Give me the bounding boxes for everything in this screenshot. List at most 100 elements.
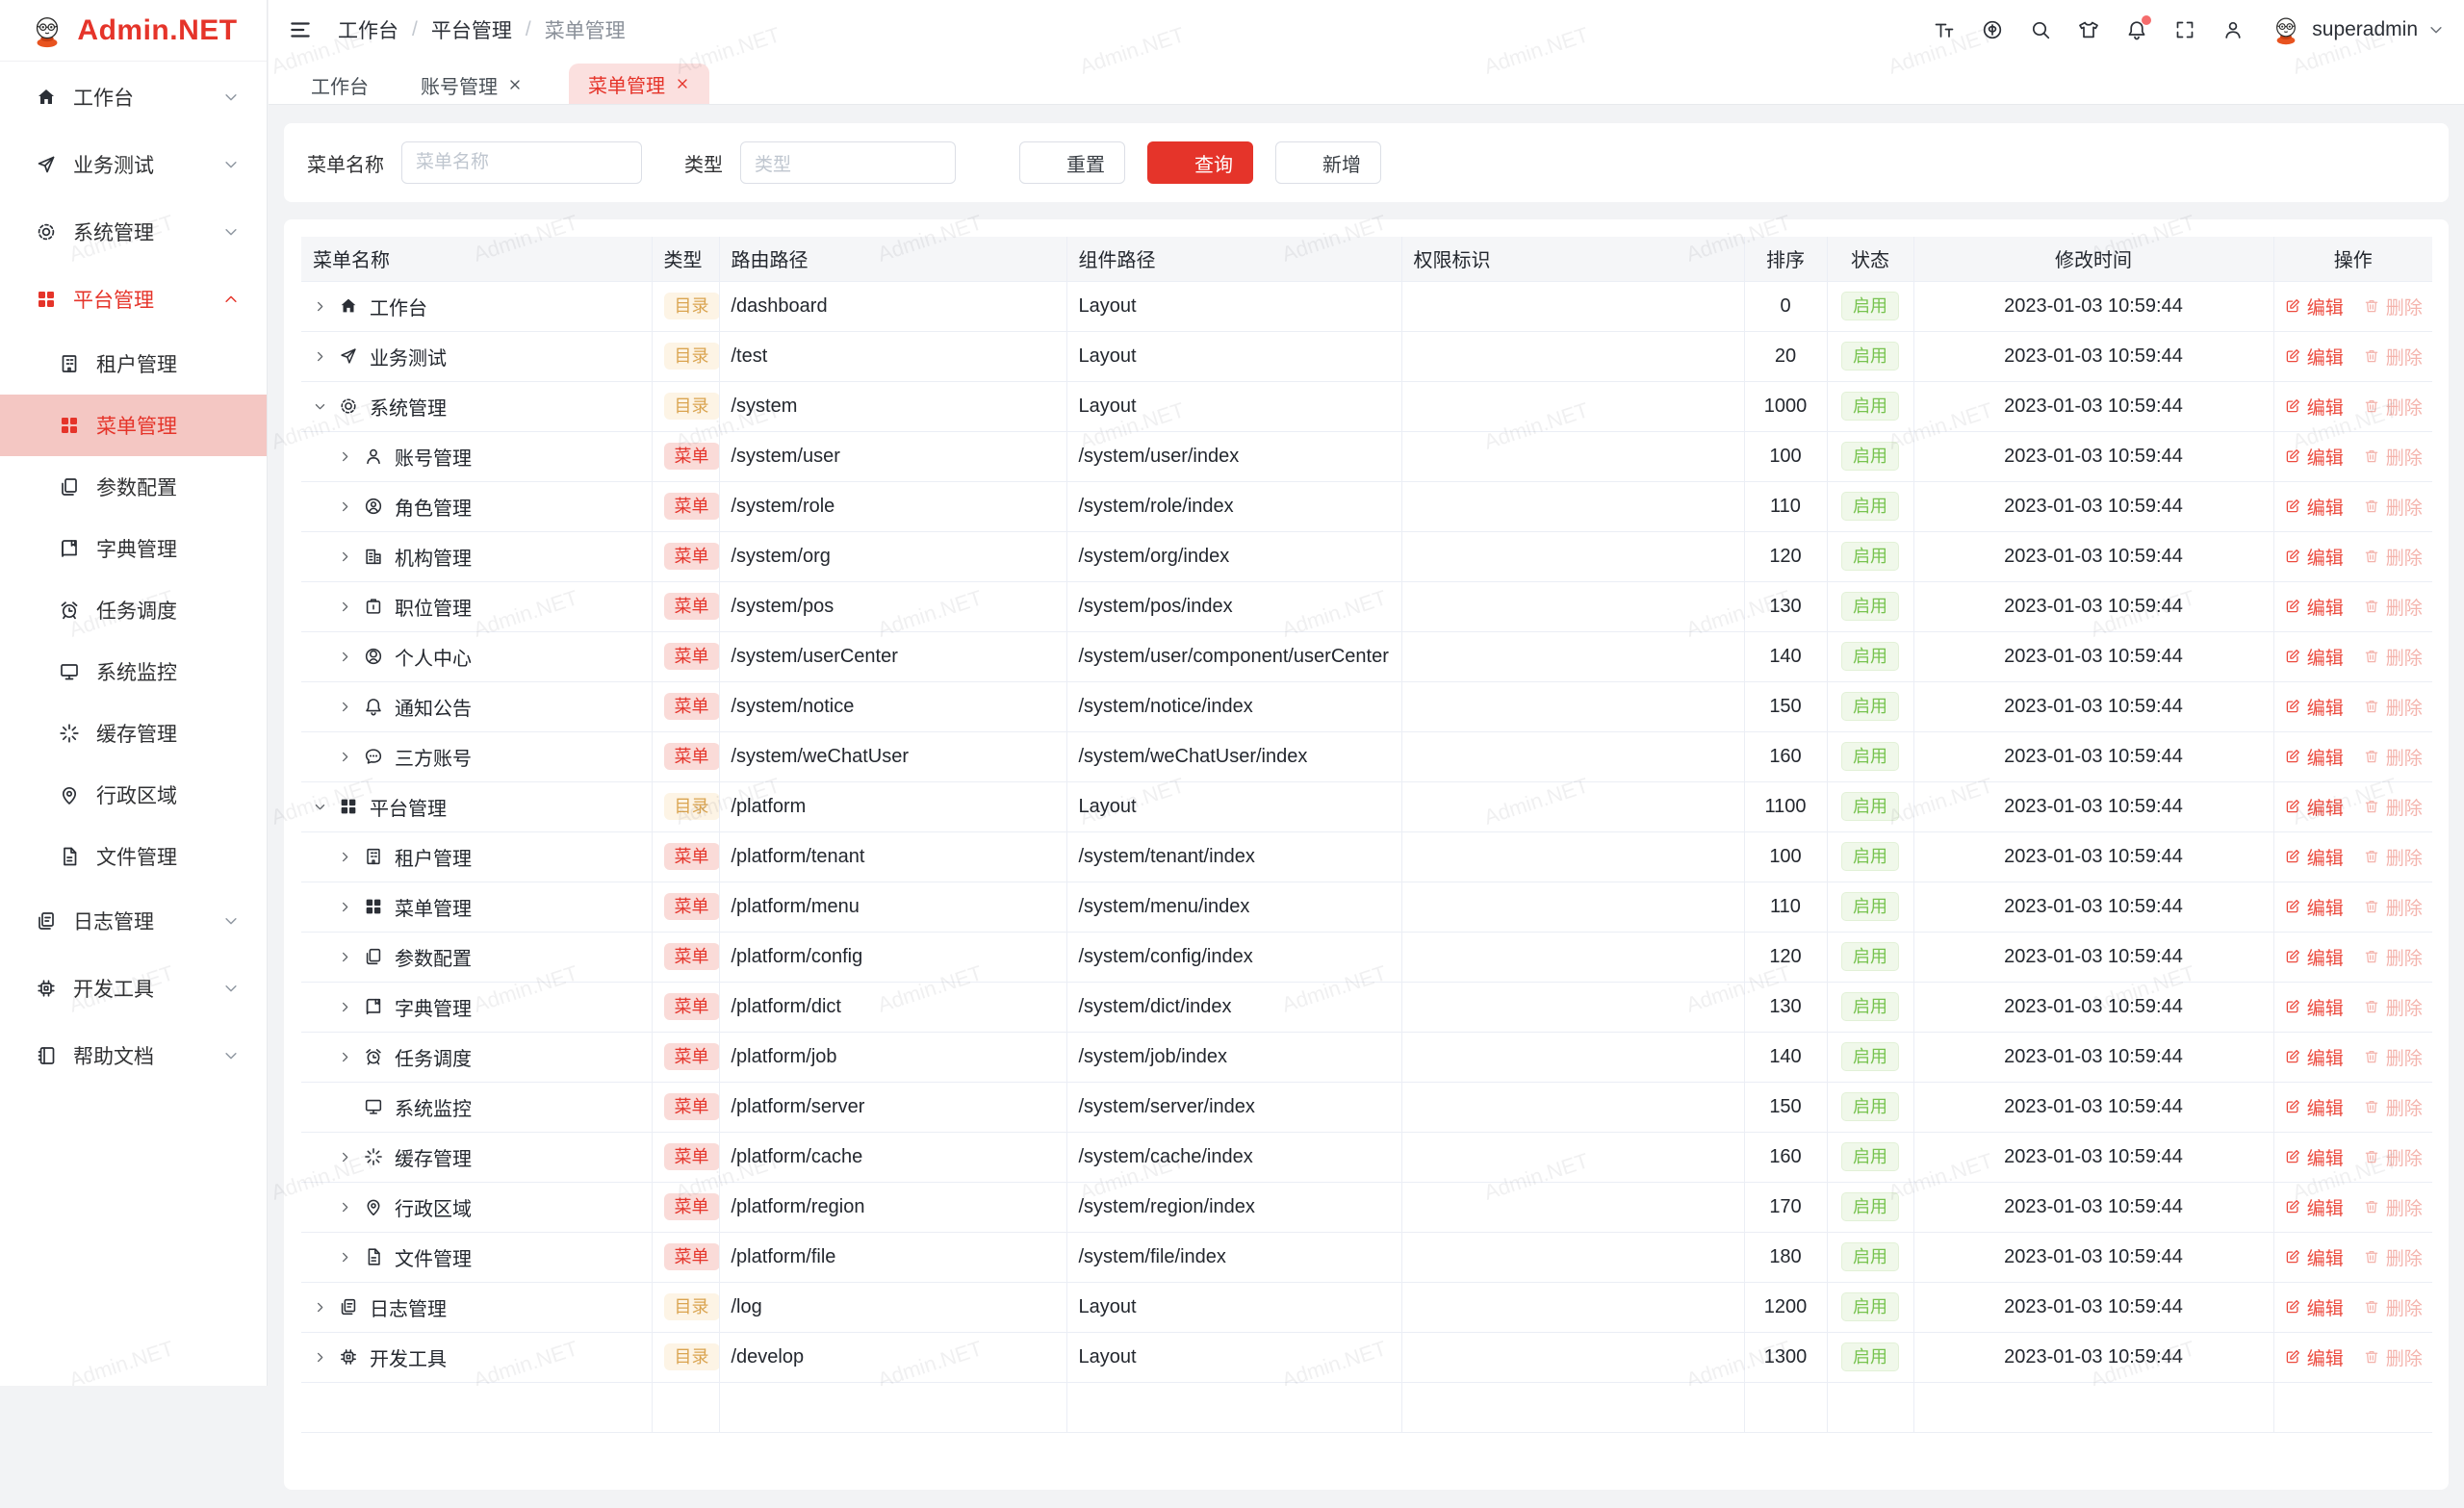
delete-button[interactable]: 删除 bbox=[2363, 644, 2423, 670]
edit-button[interactable]: 编辑 bbox=[2284, 1144, 2344, 1170]
tab-1[interactable]: 账号管理 bbox=[415, 65, 528, 104]
edit-button[interactable]: 编辑 bbox=[2284, 1244, 2344, 1270]
edit-button[interactable]: 编辑 bbox=[2284, 1094, 2344, 1120]
edit-button[interactable]: 编辑 bbox=[2284, 1344, 2344, 1370]
delete-button[interactable]: 删除 bbox=[2363, 1044, 2423, 1070]
delete-button[interactable]: 删除 bbox=[2363, 344, 2423, 370]
chevron-right-icon[interactable] bbox=[313, 299, 327, 314]
breadcrumb-item[interactable]: 菜单管理 bbox=[545, 15, 626, 44]
chevron-down-icon[interactable] bbox=[313, 800, 327, 814]
sidebar-item-10[interactable]: 缓存管理 bbox=[0, 703, 267, 764]
chevron-right-icon[interactable] bbox=[338, 499, 352, 514]
theme-icon[interactable] bbox=[2077, 18, 2100, 41]
sidebar-item-1[interactable]: 业务测试 bbox=[0, 131, 267, 198]
edit-button[interactable]: 编辑 bbox=[2284, 294, 2344, 319]
chevron-right-icon[interactable] bbox=[338, 1050, 352, 1064]
user-menu[interactable]: superadmin bbox=[2270, 13, 2445, 46]
sidebar-item-8[interactable]: 任务调度 bbox=[0, 579, 267, 641]
close-tab-icon[interactable] bbox=[507, 77, 523, 92]
edit-button[interactable]: 编辑 bbox=[2284, 1044, 2344, 1070]
sidebar-item-6[interactable]: 参数配置 bbox=[0, 456, 267, 518]
sidebar-item-15[interactable]: 帮助文档 bbox=[0, 1022, 267, 1089]
delete-button[interactable]: 删除 bbox=[2363, 444, 2423, 470]
delete-button[interactable]: 删除 bbox=[2363, 744, 2423, 770]
sidebar-item-2[interactable]: 系统管理 bbox=[0, 198, 267, 266]
search-icon[interactable] bbox=[2029, 18, 2052, 41]
menu-name-input[interactable] bbox=[401, 141, 642, 184]
edit-button[interactable]: 编辑 bbox=[2284, 844, 2344, 870]
sidebar-item-3[interactable]: 平台管理 bbox=[0, 266, 267, 333]
notification-bell-icon[interactable] bbox=[2125, 18, 2148, 41]
fullscreen-icon[interactable] bbox=[2173, 18, 2196, 41]
chevron-right-icon[interactable] bbox=[338, 449, 352, 464]
delete-button[interactable]: 删除 bbox=[2363, 1244, 2423, 1270]
font-size-icon[interactable] bbox=[1933, 18, 1956, 41]
chevron-right-icon[interactable] bbox=[338, 900, 352, 914]
edit-button[interactable]: 编辑 bbox=[2284, 1194, 2344, 1220]
edit-button[interactable]: 编辑 bbox=[2284, 394, 2344, 420]
edit-button[interactable]: 编辑 bbox=[2284, 694, 2344, 720]
close-tab-icon[interactable] bbox=[675, 76, 690, 91]
chevron-right-icon[interactable] bbox=[338, 650, 352, 664]
delete-button[interactable]: 删除 bbox=[2363, 394, 2423, 420]
chevron-right-icon[interactable] bbox=[338, 1000, 352, 1014]
sidebar-item-9[interactable]: 系统监控 bbox=[0, 641, 267, 703]
chevron-right-icon[interactable] bbox=[338, 1150, 352, 1164]
delete-button[interactable]: 删除 bbox=[2363, 894, 2423, 920]
sidebar-item-14[interactable]: 开发工具 bbox=[0, 955, 267, 1022]
edit-button[interactable]: 编辑 bbox=[2284, 894, 2344, 920]
edit-button[interactable]: 编辑 bbox=[2284, 544, 2344, 570]
tab-0[interactable]: 工作台 bbox=[305, 65, 374, 104]
delete-button[interactable]: 删除 bbox=[2363, 844, 2423, 870]
edit-button[interactable]: 编辑 bbox=[2284, 444, 2344, 470]
delete-button[interactable]: 删除 bbox=[2363, 544, 2423, 570]
type-select[interactable]: 类型 bbox=[740, 141, 956, 184]
app-logo[interactable]: Admin.NET bbox=[0, 0, 267, 62]
delete-button[interactable]: 删除 bbox=[2363, 594, 2423, 620]
tab-2[interactable]: 菜单管理 bbox=[569, 64, 709, 104]
edit-button[interactable]: 编辑 bbox=[2284, 1294, 2344, 1320]
edit-button[interactable]: 编辑 bbox=[2284, 994, 2344, 1020]
chevron-right-icon[interactable] bbox=[338, 750, 352, 764]
edit-button[interactable]: 编辑 bbox=[2284, 744, 2344, 770]
delete-button[interactable]: 删除 bbox=[2363, 294, 2423, 319]
chevron-right-icon[interactable] bbox=[338, 1250, 352, 1265]
delete-button[interactable]: 删除 bbox=[2363, 1194, 2423, 1220]
delete-button[interactable]: 删除 bbox=[2363, 944, 2423, 970]
chevron-down-icon[interactable] bbox=[313, 399, 327, 414]
chevron-right-icon[interactable] bbox=[338, 1200, 352, 1214]
sidebar-item-11[interactable]: 行政区域 bbox=[0, 764, 267, 826]
edit-button[interactable]: 编辑 bbox=[2284, 644, 2344, 670]
reset-button[interactable]: 重置 bbox=[1019, 141, 1125, 184]
chevron-right-icon[interactable] bbox=[338, 550, 352, 564]
sidebar-item-7[interactable]: 字典管理 bbox=[0, 518, 267, 579]
delete-button[interactable]: 删除 bbox=[2363, 994, 2423, 1020]
chevron-right-icon[interactable] bbox=[338, 850, 352, 864]
user-icon[interactable] bbox=[2221, 18, 2245, 41]
delete-button[interactable]: 删除 bbox=[2363, 1144, 2423, 1170]
chevron-right-icon[interactable] bbox=[313, 1350, 327, 1365]
edit-button[interactable]: 编辑 bbox=[2284, 594, 2344, 620]
delete-button[interactable]: 删除 bbox=[2363, 794, 2423, 820]
edit-button[interactable]: 编辑 bbox=[2284, 494, 2344, 520]
breadcrumb-item[interactable]: 平台管理 bbox=[431, 15, 512, 44]
edit-button[interactable]: 编辑 bbox=[2284, 794, 2344, 820]
edit-button[interactable]: 编辑 bbox=[2284, 344, 2344, 370]
chevron-right-icon[interactable] bbox=[313, 349, 327, 364]
add-button[interactable]: 新增 bbox=[1275, 141, 1381, 184]
sidebar-item-13[interactable]: 日志管理 bbox=[0, 887, 267, 955]
language-icon[interactable] bbox=[1981, 18, 2004, 41]
sidebar-item-5[interactable]: 菜单管理 bbox=[0, 395, 267, 456]
chevron-right-icon[interactable] bbox=[313, 1300, 327, 1315]
edit-button[interactable]: 编辑 bbox=[2284, 944, 2344, 970]
delete-button[interactable]: 删除 bbox=[2363, 494, 2423, 520]
sidebar-item-0[interactable]: 工作台 bbox=[0, 64, 267, 131]
chevron-right-icon[interactable] bbox=[338, 700, 352, 714]
breadcrumb-item[interactable]: 工作台 bbox=[338, 15, 398, 44]
sidebar-item-12[interactable]: 文件管理 bbox=[0, 826, 267, 887]
sidebar-item-4[interactable]: 租户管理 bbox=[0, 333, 267, 395]
delete-button[interactable]: 删除 bbox=[2363, 694, 2423, 720]
delete-button[interactable]: 删除 bbox=[2363, 1294, 2423, 1320]
chevron-right-icon[interactable] bbox=[338, 600, 352, 614]
collapse-sidebar-icon[interactable] bbox=[288, 17, 313, 42]
